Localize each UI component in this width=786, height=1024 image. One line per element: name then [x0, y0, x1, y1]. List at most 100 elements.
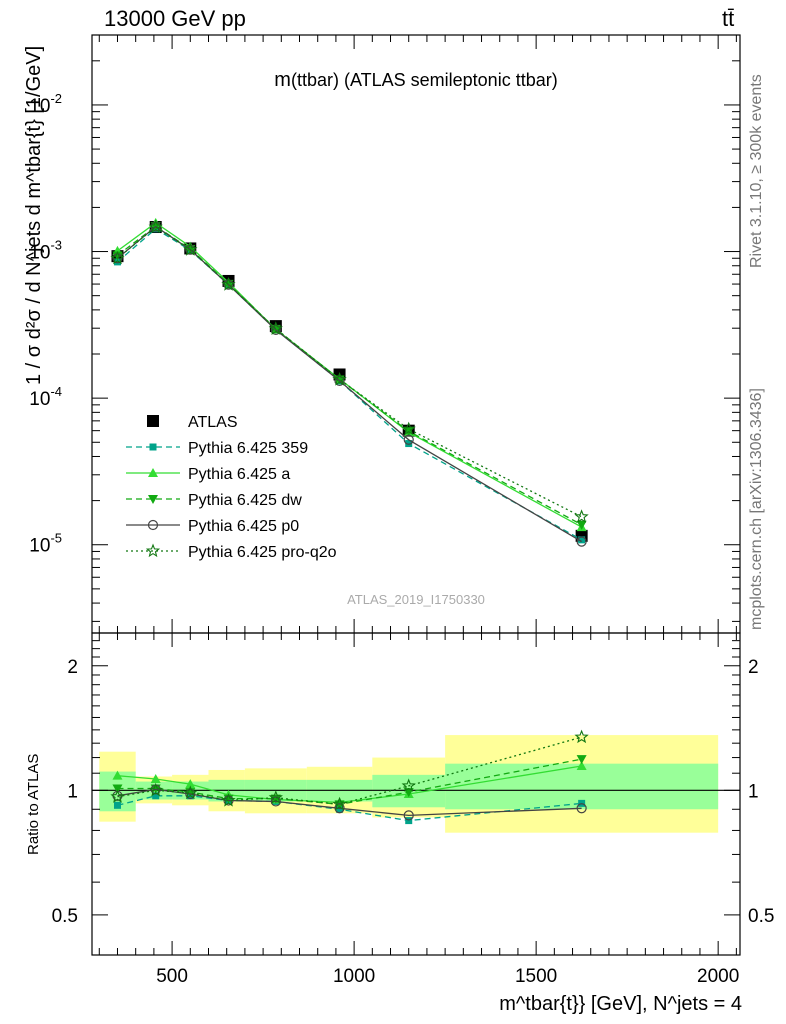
- y-axis-label-main: 1 / σ d²σ / d N^jets d m^tbar{t} [1/GeV]: [23, 46, 45, 385]
- data-point: [112, 251, 123, 261]
- y-tick-exponent: -5: [50, 531, 62, 546]
- data-point: [221, 277, 236, 291]
- ratio-series-pq2o: [110, 729, 589, 811]
- y-tick-label-main: 10-3: [29, 238, 62, 264]
- legend-label: ATLAS: [188, 414, 238, 431]
- data-point: [401, 421, 416, 436]
- analysis-id-label: ATLAS_2019_I1750330: [347, 592, 485, 607]
- data-point: [334, 375, 345, 387]
- y-tick-label-ratio-right: 1: [748, 781, 759, 802]
- ratio-point: [403, 810, 414, 821]
- ratio-point: [401, 778, 416, 792]
- ratio-point: [576, 755, 587, 765]
- series-data: [111, 221, 588, 542]
- ratio-point: [185, 788, 196, 800]
- ratio-point: [152, 792, 160, 800]
- x-axis-label: m^tbar{t}} [GeV], N^jets = 4: [499, 993, 742, 1015]
- data-point: [113, 258, 121, 266]
- legend-entry-pdw: Pythia 6.425 dw: [126, 492, 302, 509]
- y-tick-label-ratio-right: 0.5: [748, 906, 774, 927]
- ratio-point: [332, 796, 347, 811]
- x-tick-label: 2000: [697, 966, 739, 987]
- series-p359: [113, 225, 586, 544]
- data-point: [576, 536, 587, 547]
- ratio-line: [117, 765, 582, 804]
- series-pq2o: [110, 219, 589, 523]
- y-tick-label-ratio: 1: [67, 781, 78, 802]
- series-pp0: [112, 221, 587, 547]
- legend-entry-pq2o: Pythia 6.425 pro-q2o: [126, 543, 337, 561]
- y-tick-label-ratio: 2: [67, 657, 78, 678]
- plot-title-m: m: [274, 69, 291, 91]
- ratio-point: [148, 782, 163, 797]
- series-pdw: [112, 222, 587, 530]
- plot-title: m(ttbar) (ATLAS semileptonic ttbar): [274, 69, 557, 91]
- energy-label: 13000 GeV pp: [104, 6, 246, 31]
- ratio-point: [574, 729, 589, 744]
- data-point: [332, 372, 347, 386]
- data-point: [183, 242, 198, 256]
- legend-label: Pythia 6.425 a: [188, 466, 290, 483]
- ratio-point: [221, 792, 236, 807]
- y-tick-label-ratio: 0.5: [52, 906, 78, 927]
- ratio-point: [268, 790, 283, 804]
- series-line: [117, 226, 582, 518]
- ratio-line: [117, 795, 582, 822]
- legend-marker: [145, 543, 161, 558]
- ratio-point: [110, 789, 125, 803]
- ratio-point: [576, 803, 587, 814]
- ratio-point: [270, 794, 281, 804]
- ratio-point: [150, 774, 161, 784]
- ratio-point: [112, 784, 123, 794]
- data-point: [270, 324, 281, 336]
- legend-entry-pa: Pythia 6.425 a: [126, 466, 290, 483]
- x-tick-label: 1000: [333, 966, 375, 987]
- legend-label: Pythia 6.425 pro-q2o: [188, 544, 337, 561]
- legend-label: Pythia 6.425 359: [188, 440, 308, 457]
- y-tick-exponent: -3: [50, 238, 62, 253]
- ratio-point: [112, 770, 123, 780]
- legend-marker: [148, 468, 158, 477]
- x-tick-label: 1500: [515, 966, 557, 987]
- x-tick-label: 500: [156, 966, 188, 987]
- ratio-point: [113, 801, 121, 809]
- ratio-point: [183, 785, 198, 800]
- ratio-point: [185, 779, 196, 789]
- data-point: [574, 509, 589, 523]
- legend: ATLAS Pythia 6.425 359 Pythia 6.425 a Pythi…: [126, 414, 337, 561]
- y-axis-label-ratio: Ratio to ATLAS: [25, 754, 42, 855]
- y-tick-exponent: -2: [50, 91, 62, 106]
- ratio-point: [405, 817, 413, 825]
- data-point: [405, 440, 413, 448]
- legend-marker: [147, 519, 159, 531]
- data-point: [148, 219, 163, 234]
- legend-entry-pp0: Pythia 6.425 p0: [126, 518, 299, 535]
- ratio-line: [117, 788, 582, 817]
- data-point: [576, 520, 587, 530]
- y-tick-label-main: 10-5: [29, 531, 62, 557]
- legend-marker: [148, 495, 158, 504]
- ratio-point: [576, 760, 587, 770]
- series-layer: [110, 217, 589, 825]
- legend-entry-data: ATLAS: [147, 414, 238, 431]
- data-point: [578, 536, 586, 544]
- y-tick-label-main: 10-4: [29, 384, 62, 410]
- data-point: [403, 434, 414, 445]
- y-tick-label-ratio-right: 2: [748, 657, 759, 678]
- legend-label: Pythia 6.425 p0: [188, 518, 299, 535]
- ratio-point: [334, 803, 345, 814]
- ratio-line: [117, 736, 582, 805]
- ratio-point: [270, 796, 281, 807]
- data-point: [268, 321, 283, 335]
- process-label: tt̄: [722, 6, 735, 31]
- ratio-panel-frame: [91, 632, 741, 956]
- legend-marker: [147, 415, 159, 427]
- series-pa: [112, 217, 587, 532]
- legend-entry-p359: Pythia 6.425 359: [126, 440, 308, 457]
- y-tick-exponent: -4: [50, 384, 62, 399]
- data-point: [110, 250, 125, 265]
- plot-title-rest: (ttbar) (ATLAS semileptonic ttbar): [291, 70, 558, 90]
- legend-marker: [149, 443, 157, 451]
